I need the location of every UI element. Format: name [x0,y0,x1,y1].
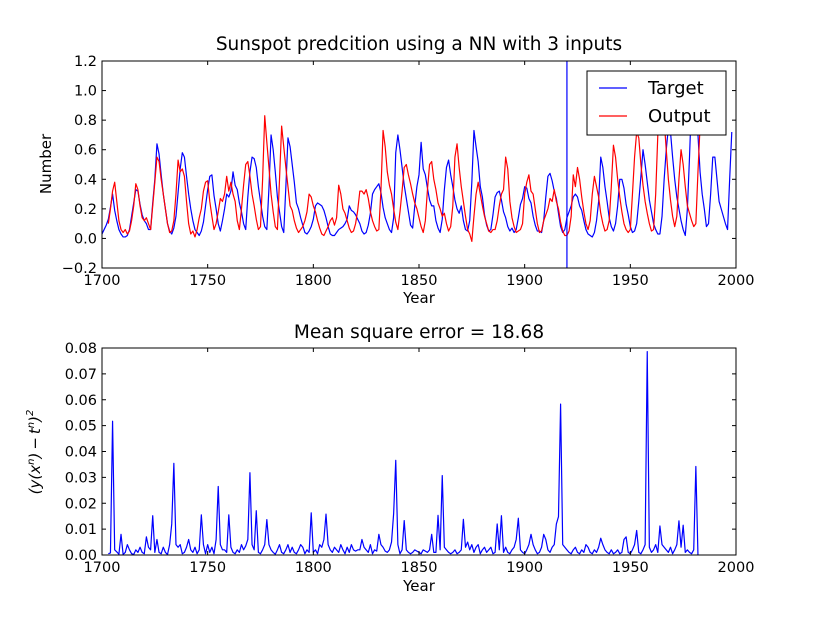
legend-box [586,70,727,136]
top-series-layer [101,97,733,242]
bottom-x-tick-label: 1900 [506,560,543,576]
legend: Target Output [586,70,727,136]
bottom-y-tick-label: 0.07 [65,367,97,383]
top-y-tick-label: 0.4 [74,172,97,188]
top-chart-title: Sunspot predcition using a NN with 3 inp… [216,34,622,55]
top-y-tick-label: 1.2 [74,54,97,70]
top-x-tick-label: 1850 [401,273,438,289]
top-x-tick-label: 1800 [295,273,332,289]
top-y-tick-label: 0.8 [74,113,97,129]
bottom-x-axis: 1700 1750 1800 1850 1900 1950 2000 [84,348,755,576]
top-y-tick-label: −0.2 [62,261,97,277]
bottom-y-axis: 0.00 0.01 0.02 0.03 0.04 0.05 0.06 0.07 0.08 [65,341,736,564]
bottom-x-tick-label: 1950 [612,560,649,576]
top-y-tick-label: 0.2 [74,202,97,218]
sunspot-prediction-chart: Sunspot predcition using a NN with 3 inp… [37,34,754,307]
top-series-line-output [107,101,701,242]
bottom-series-layer [108,351,699,556]
bottom-chart-title: Mean square error = 18.68 [294,322,544,343]
top-x-tick-label: 2000 [718,273,755,289]
top-x-tick-label: 1950 [612,273,649,289]
bottom-y-axis-label: (y(xn)−tn)2 [25,410,44,495]
bottom-series-line-error [108,351,699,556]
bottom-x-tick-label: 1850 [401,560,438,576]
top-x-axis-label: Year [402,289,436,307]
bottom-x-axis-label: Year [402,577,436,595]
top-y-tick-label: 0.6 [74,143,97,159]
bottom-y-tick-label: 0.00 [65,548,97,564]
top-x-tick-label: 1750 [189,273,226,289]
bottom-y-tick-label: 0.03 [65,470,97,486]
bottom-y-tick-label: 0.05 [65,419,97,435]
top-y-axis-label: Number [37,133,55,194]
bottom-y-tick-label: 0.06 [65,393,97,409]
bottom-y-tick-label: 0.01 [65,522,97,538]
top-x-axis: 1700 1750 1800 1850 1900 1950 2000 [84,61,755,289]
top-y-tick-label: 0.0 [74,231,97,247]
top-series-line-target [101,97,733,238]
mse-chart: Mean square error = 18.68 1700 1750 1800 18… [25,322,754,595]
top-x-tick-label: 1700 [84,273,121,289]
legend-target-label: Target [647,78,704,99]
bottom-y-tick-label: 0.08 [65,341,97,357]
bottom-x-tick-label: 1750 [189,560,226,576]
bottom-y-tick-label: 0.04 [65,445,97,461]
top-y-tick-label: 1.0 [74,84,97,100]
top-y-axis: −0.2 0.0 0.2 0.4 0.6 0.8 1.0 1.2 [62,54,736,277]
bottom-y-tick-label: 0.02 [65,496,97,512]
bottom-x-tick-label: 1800 [295,560,332,576]
legend-output-label: Output [648,106,711,127]
bottom-x-tick-label: 1700 [84,560,121,576]
top-x-tick-label: 1900 [506,273,543,289]
bottom-x-tick-label: 2000 [718,560,755,576]
